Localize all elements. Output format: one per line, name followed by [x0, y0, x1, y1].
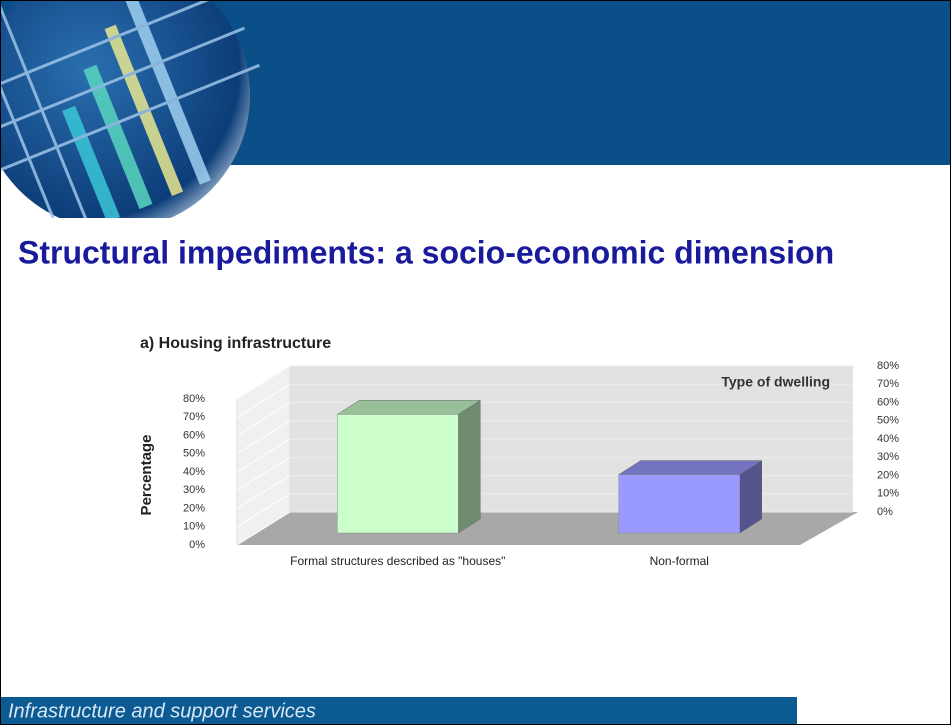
y2-tick-label: 50% [877, 415, 899, 427]
chart-title: a) Housing infrastructure [140, 335, 331, 352]
x-axis-title: Type of dwelling [721, 374, 830, 390]
y2-tick-label: 20% [877, 469, 899, 481]
y2-tick-label: 70% [877, 378, 899, 390]
bar-top [336, 400, 482, 415]
grid-line [236, 402, 291, 436]
grid-line [236, 365, 291, 400]
y-tick-label: 0% [189, 539, 205, 551]
y2-tick-label: 10% [877, 488, 899, 500]
y2-tick-label: 40% [877, 433, 899, 445]
grid-line [236, 475, 291, 509]
bar-top [617, 460, 763, 475]
y-tick-label: 70% [183, 411, 205, 423]
bar [337, 414, 459, 534]
y-tick-label: 60% [183, 429, 205, 441]
bar [618, 474, 740, 534]
footer-text: Infrastructure and support services [8, 700, 316, 722]
x-tick-label: Non-formal [650, 554, 709, 568]
y2-tick-label: 60% [877, 396, 899, 408]
grid-line [236, 511, 291, 546]
chart: 0% 10% 20% 30% 40% 50% 60% 70% 80% 0% 10% 20% 30% 40%… [138, 335, 899, 568]
y-tick-label: 80% [183, 393, 205, 405]
logo-graphic [0, 0, 260, 218]
y-axis-title: Percentage [138, 435, 155, 516]
bar-side [458, 399, 481, 534]
slide-title: Structural impediments: a socio-economic… [18, 234, 834, 270]
y-tick-label: 10% [183, 521, 205, 533]
y-tick-label: 50% [183, 448, 205, 460]
grid-line [236, 493, 291, 528]
floor [237, 512, 858, 545]
grid-line [236, 456, 291, 491]
x-tick-label: Formal structures described as "houses" [290, 554, 505, 568]
footer-band [0, 697, 797, 725]
y2-tick-label: 80% [877, 360, 899, 372]
y-tick-label: 30% [183, 484, 205, 496]
y2-tick-label: 30% [877, 451, 899, 463]
grid-line [236, 383, 291, 418]
y2-tick-label: 0% [877, 506, 893, 518]
y-tick-label: 20% [183, 502, 205, 514]
grid-line [236, 438, 291, 473]
grid-line [236, 420, 291, 455]
y-tick-label: 40% [183, 466, 205, 478]
